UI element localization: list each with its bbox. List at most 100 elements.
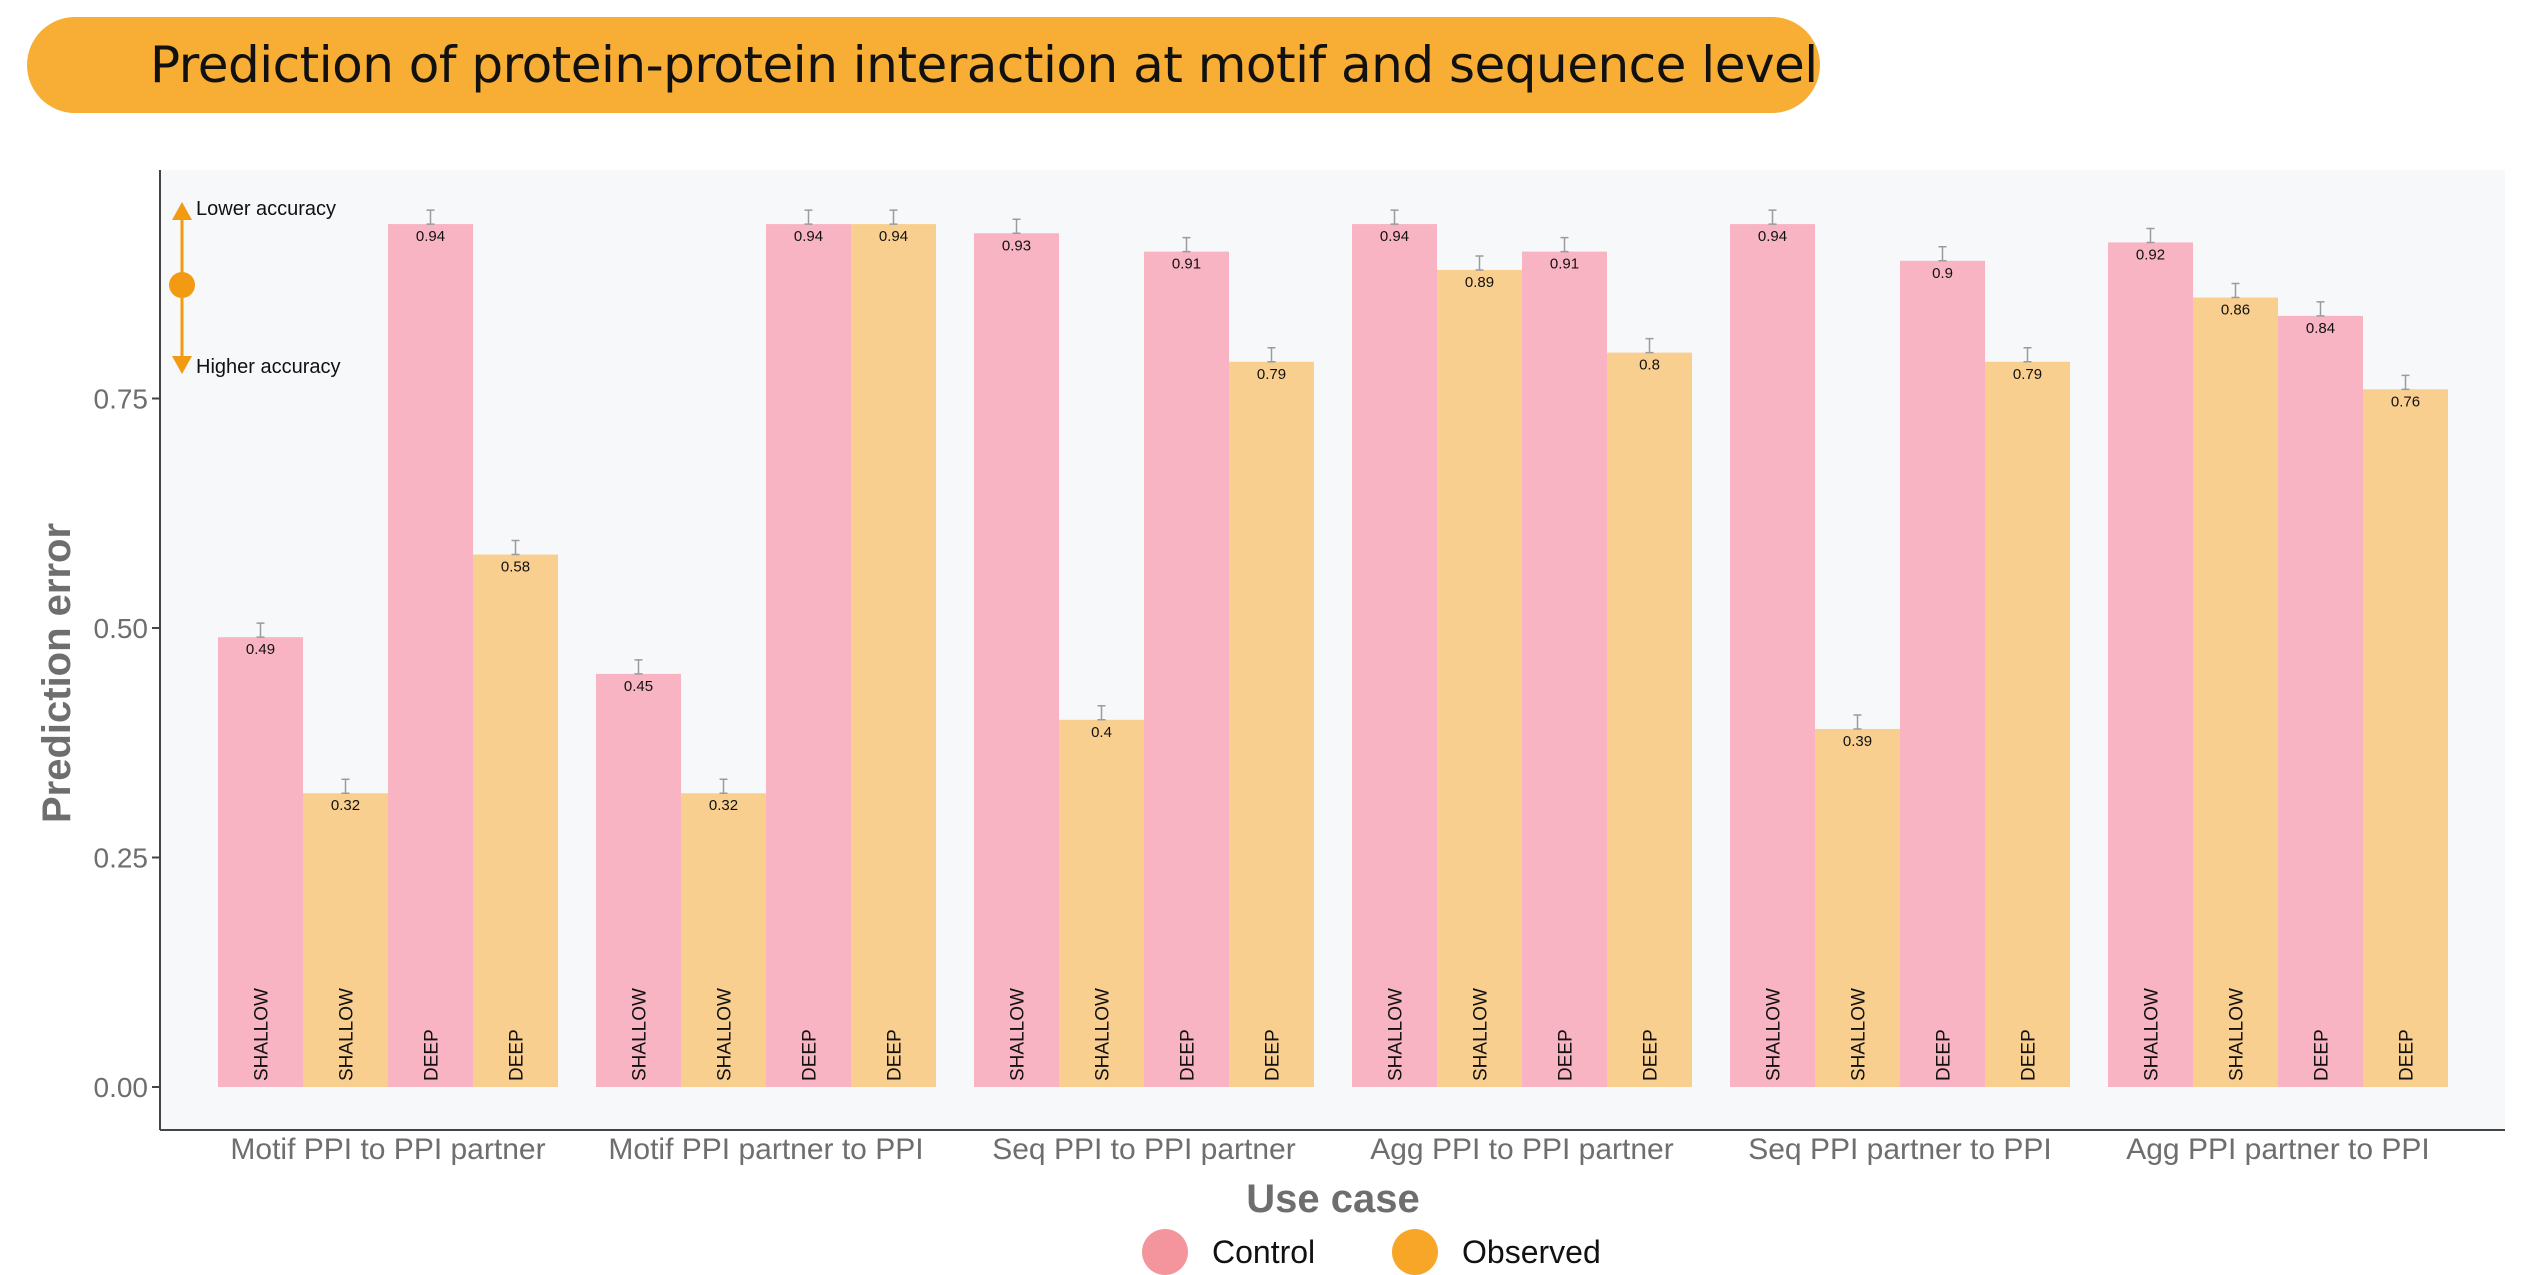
value-label: 0.9 (1932, 265, 1953, 282)
accuracy-annotation: Lower accuracy Higher accuracy (169, 198, 341, 378)
legend-swatch-observed (1392, 1229, 1438, 1275)
bar-control-shallow (1352, 224, 1437, 1087)
category-label: Motif PPI partner to PPI (608, 1133, 923, 1166)
error-bar (1853, 714, 1862, 730)
bar-control-deep (766, 224, 851, 1087)
error-bar (1645, 337, 1654, 354)
bar-control-deep (1522, 251, 1607, 1087)
model-label: SHALLOW (1386, 988, 1407, 1081)
error-bar (1390, 209, 1399, 225)
error-bar (1267, 347, 1276, 363)
value-label: 0.91 (1550, 256, 1579, 273)
model-label: SHALLOW (1849, 988, 1870, 1081)
model-label: DEEP (2312, 1029, 2333, 1081)
error-bar (341, 778, 350, 794)
accuracy-dot-icon (169, 272, 195, 298)
model-label: SHALLOW (1008, 988, 1029, 1081)
error-bar (256, 622, 265, 638)
bar-observed-deep (1229, 361, 1314, 1087)
value-label: 0.49 (246, 641, 275, 658)
value-label: 0.91 (1172, 256, 1201, 273)
bar-control-shallow (1730, 224, 1815, 1087)
bar-observed-shallow (1437, 269, 1522, 1088)
error-bar (511, 539, 520, 556)
error-bar (889, 209, 898, 225)
bar-observed-deep (851, 224, 936, 1087)
bar-control-shallow (2108, 242, 2193, 1087)
value-label: 0.89 (1465, 274, 1494, 291)
error-bar (2231, 282, 2240, 299)
y-tick-label: 0.75 (94, 384, 149, 415)
model-label: SHALLOW (1093, 988, 1114, 1081)
model-label: SHALLOW (337, 988, 358, 1081)
model-label: DEEP (885, 1029, 906, 1081)
model-label: DEEP (800, 1029, 821, 1081)
value-label: 0.39 (1843, 733, 1872, 750)
error-bar (1475, 255, 1484, 271)
y-tick-label: 0.00 (94, 1072, 149, 1103)
model-label: SHALLOW (2227, 988, 2248, 1081)
model-label: DEEP (2397, 1029, 2418, 1081)
error-bar (1560, 236, 1569, 253)
value-label: 0.94 (416, 228, 445, 245)
bar-observed-shallow (303, 793, 388, 1087)
lower-accuracy-label: Lower accuracy (196, 198, 336, 220)
legend-label-control: Control (1212, 1234, 1315, 1270)
x-axis-title: Use case (1246, 1177, 1419, 1221)
error-bar (1938, 246, 1947, 262)
value-label: 0.84 (2306, 320, 2335, 337)
y-tick-label: 0.50 (94, 613, 149, 644)
bar-control-shallow (596, 673, 681, 1087)
error-bar (1182, 236, 1191, 253)
value-label: 0.94 (794, 228, 823, 245)
model-label: SHALLOW (1764, 988, 1785, 1081)
value-label: 0.76 (2391, 393, 2420, 410)
value-label: 0.79 (1257, 366, 1286, 383)
legend-swatch-control (1142, 1229, 1188, 1275)
value-label: 0.94 (879, 228, 908, 245)
error-bar (426, 209, 435, 225)
bar-observed-shallow (2193, 297, 2278, 1087)
error-bar (804, 209, 813, 225)
bar-observed-deep (1985, 361, 2070, 1087)
axes-layer: Motif PPI to PPI partner Motif PPI partne… (35, 170, 2505, 1221)
value-label: 0.94 (1758, 228, 1787, 245)
bar-control-deep (1900, 260, 1985, 1087)
model-label: DEEP (507, 1029, 528, 1081)
y-axis-title: Prediction error (35, 523, 79, 823)
bar-control-deep (2278, 315, 2363, 1087)
error-bar (719, 778, 728, 794)
legend: Control Observed (1142, 1229, 1601, 1275)
error-bar (2401, 374, 2410, 391)
model-label: SHALLOW (630, 988, 651, 1081)
bar-control-deep (388, 224, 473, 1087)
category-label: Seq PPI partner to PPI (1748, 1133, 2052, 1166)
error-bar (2146, 227, 2155, 244)
bar-control-shallow (218, 637, 303, 1087)
arrow-down-icon (172, 356, 192, 374)
bar-observed-deep (2363, 389, 2448, 1087)
model-label: SHALLOW (2142, 988, 2163, 1081)
model-label: SHALLOW (1471, 988, 1492, 1081)
model-label: SHALLOW (252, 988, 273, 1081)
category-label: Seq PPI to PPI partner (992, 1133, 1296, 1166)
category-label: Agg PPI to PPI partner (1370, 1133, 1674, 1166)
arrow-up-icon (172, 202, 192, 220)
model-label: DEEP (422, 1029, 443, 1081)
value-label: 0.92 (2136, 246, 2165, 263)
legend-label-observed: Observed (1462, 1234, 1601, 1270)
error-bar (1012, 218, 1021, 235)
bar-control-deep (1144, 251, 1229, 1087)
value-label: 0.58 (501, 559, 530, 576)
bar-control-shallow (974, 233, 1059, 1087)
bar-observed-shallow (1059, 719, 1144, 1087)
value-label: 0.4 (1091, 724, 1112, 741)
value-label: 0.32 (709, 797, 738, 814)
title-banner: Prediction of protein-protein interactio… (27, 17, 1820, 113)
error-bar (2023, 347, 2032, 363)
value-label: 0.32 (331, 797, 360, 814)
value-label: 0.86 (2221, 302, 2250, 319)
model-label: DEEP (1641, 1029, 1662, 1081)
higher-accuracy-label: Higher accuracy (196, 356, 341, 378)
